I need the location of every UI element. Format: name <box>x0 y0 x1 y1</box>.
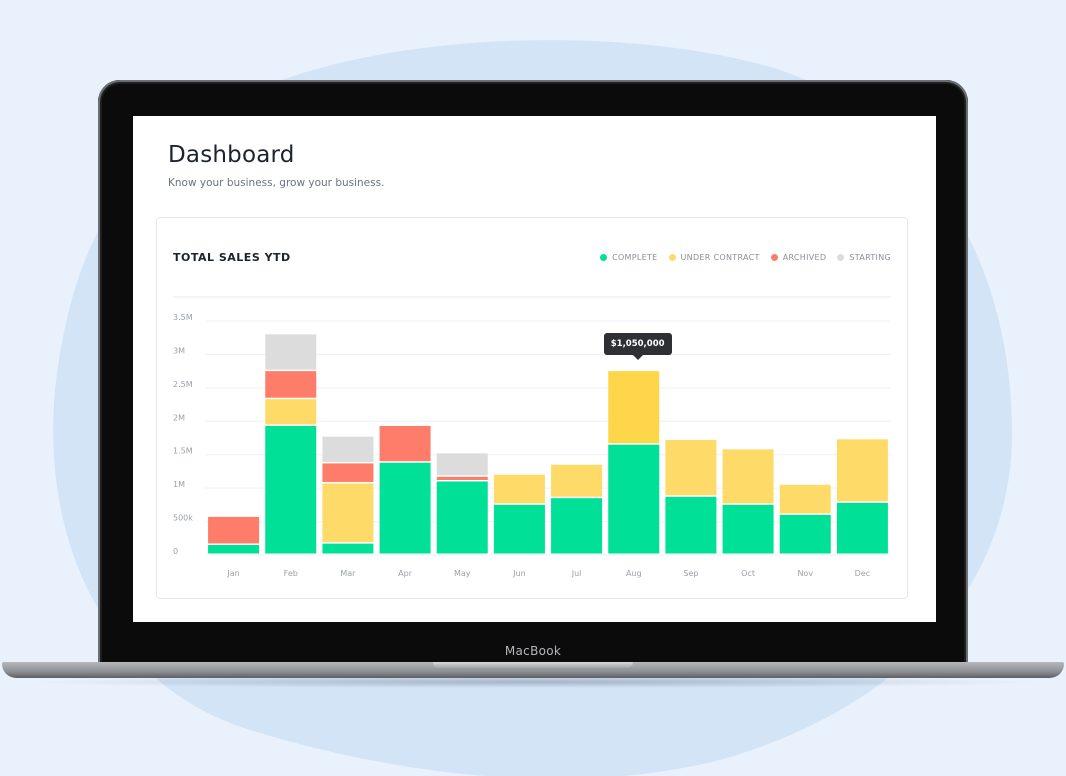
bar-segment-starting-feb[interactable] <box>265 334 317 370</box>
bar-segment-under-contract-feb[interactable] <box>265 399 317 425</box>
y-tick-label: 2.5M <box>173 380 193 389</box>
bar-segment-complete-mar[interactable] <box>322 543 374 554</box>
page-subtitle: Know your business, grow your business. <box>168 177 385 189</box>
sales-chart-card: TOTAL SALES YTD COMPLETE UNDER CONTRACT … <box>156 217 908 599</box>
y-tick-label: 500k <box>173 514 193 523</box>
legend-label: STARTING <box>849 253 891 262</box>
x-tick-label: Sep <box>683 569 698 578</box>
laptop-base <box>2 662 1064 678</box>
bar-segment-complete-apr[interactable] <box>379 462 431 554</box>
y-tick-label: 3.5M <box>173 313 193 322</box>
bar-segment-archived-jan[interactable] <box>208 516 260 544</box>
legend-dot-complete <box>600 254 608 261</box>
x-tick-label: Nov <box>797 569 813 578</box>
y-tick-label: 1.5M <box>173 447 193 456</box>
bar-segment-under-contract-jul[interactable] <box>551 464 603 497</box>
bar-segment-under-contract-sep[interactable] <box>665 440 717 496</box>
x-tick-label: Apr <box>398 569 413 578</box>
bar-segment-under-contract-mar[interactable] <box>322 483 374 543</box>
laptop-brand-label: MacBook <box>504 644 562 658</box>
legend-item-archived[interactable]: ARCHIVED <box>770 253 827 262</box>
y-tick-label: 3M <box>173 346 185 355</box>
bar-segment-starting-mar[interactable] <box>322 436 374 462</box>
bar-segment-under-contract-aug[interactable] <box>608 371 660 444</box>
bar-segment-complete-nov[interactable] <box>779 514 831 554</box>
x-tick-label: Jun <box>512 569 526 578</box>
x-tick-label: Jul <box>571 569 582 578</box>
legend-dot-starting <box>837 254 845 261</box>
bar-segment-under-contract-dec[interactable] <box>836 439 888 502</box>
bar-segment-complete-jan[interactable] <box>208 544 260 554</box>
bar-segment-complete-jun[interactable] <box>493 504 545 554</box>
bar-segment-complete-aug[interactable] <box>608 444 660 554</box>
x-tick-label: Oct <box>741 569 755 578</box>
bar-segment-archived-apr[interactable] <box>379 425 431 462</box>
x-tick-label: Mar <box>340 569 356 578</box>
bar-segment-complete-may[interactable] <box>436 481 488 554</box>
bar-segment-complete-oct[interactable] <box>722 504 774 554</box>
legend-label: ARCHIVED <box>782 253 827 262</box>
page-title: Dashboard <box>168 142 295 168</box>
bar-segment-under-contract-oct[interactable] <box>722 449 774 504</box>
y-tick-label: 1M <box>173 480 185 489</box>
bar-segment-archived-mar[interactable] <box>322 463 374 482</box>
chart-legend: COMPLETE UNDER CONTRACT ARCHIVED STARTIN… <box>600 253 891 262</box>
x-tick-label: Dec <box>855 569 870 578</box>
bar-segment-archived-feb[interactable] <box>265 371 317 398</box>
bar-tooltip: $1,050,000 <box>603 333 672 361</box>
chart-title: TOTAL SALES YTD <box>173 251 291 264</box>
legend-dot-archived <box>770 254 778 261</box>
y-tick-label: 2M <box>173 413 185 422</box>
laptop-screen: Dashboard Know your business, grow your … <box>133 116 936 622</box>
stacked-bar-chart: 0 500k 1M 1.5M 2M 2.5M 3M 3.5M Jan Feb Mar Apr May Ju… <box>173 296 891 578</box>
bar-segment-complete-jul[interactable] <box>551 498 603 554</box>
bar-segment-under-contract-jun[interactable] <box>493 474 545 504</box>
legend-item-starting[interactable]: STARTING <box>837 253 891 262</box>
laptop-notch <box>433 662 633 668</box>
x-tick-label: Jan <box>226 569 239 578</box>
y-tick-label: 0 <box>173 547 178 556</box>
bar-segment-under-contract-nov[interactable] <box>779 484 831 514</box>
bar-segment-complete-dec[interactable] <box>836 502 888 554</box>
x-tick-label: Aug <box>626 569 642 578</box>
bar-segment-archived-may[interactable] <box>436 476 488 480</box>
legend-label: COMPLETE <box>612 253 658 262</box>
legend-label: UNDER CONTRACT <box>680 253 760 262</box>
bar-segment-starting-may[interactable] <box>436 453 488 476</box>
laptop-shadow <box>20 676 1046 688</box>
legend-dot-under-contract <box>668 254 676 261</box>
x-tick-label: Feb <box>284 569 298 578</box>
bar-segment-complete-feb[interactable] <box>265 425 317 554</box>
legend-item-complete[interactable]: COMPLETE <box>600 253 657 262</box>
bar-segment-complete-sep[interactable] <box>665 496 717 554</box>
legend-item-under-contract[interactable]: UNDER CONTRACT <box>668 253 760 262</box>
x-tick-label: May <box>454 569 471 578</box>
